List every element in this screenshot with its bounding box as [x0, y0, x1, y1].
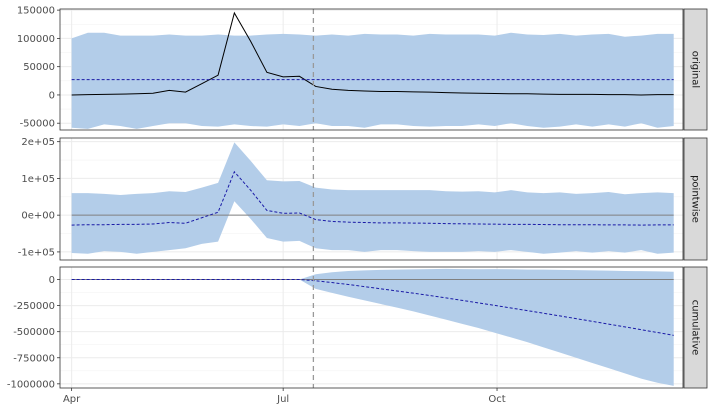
y-tick-label: -500000: [13, 327, 55, 338]
y-tick-label: -1000000: [7, 379, 55, 390]
y-tick-label: 100000: [17, 34, 55, 45]
y-tick-label: -250000: [13, 301, 55, 312]
facet-strip-label: pointwise: [690, 175, 701, 223]
y-tick-label: 0: [49, 90, 55, 101]
y-tick-label: 1e+05: [21, 174, 55, 185]
y-tick-label: -50000: [20, 119, 55, 130]
x-tick-label: Apr: [63, 394, 81, 405]
facet-strip-label: cumulative: [690, 300, 701, 356]
panel-original: -50000 0 50000 100000 150000 original: [17, 6, 708, 131]
panel-pointwise: -1e+05 0e+00 1e+05 2e+05 pointwise: [18, 137, 708, 261]
series-line-effect: [71, 170, 674, 226]
x-tick-label: Jul: [276, 394, 289, 405]
facet-strip: [683, 8, 708, 131]
facet-strip-label: original: [690, 51, 701, 88]
facet-strip: [683, 137, 708, 261]
y-tick-label: 2e+05: [21, 137, 55, 148]
panel-border: [59, 137, 684, 261]
interval-band: [71, 142, 674, 254]
interval-band: [71, 268, 674, 386]
facet-strip: [683, 266, 708, 389]
y-tick-label: 0: [49, 275, 55, 286]
panel-cumulative: -1000000 -750000 -500000 -250000 0 cumulative: [7, 266, 708, 390]
series-line-cumulative_effect: [71, 279, 674, 336]
x-tick-label: Oct: [488, 394, 505, 405]
interval-band: [71, 32, 674, 129]
panel-border: [59, 8, 684, 131]
y-tick-label: 50000: [23, 62, 55, 73]
y-tick-label: -1e+05: [18, 247, 55, 258]
series-line-observed: [71, 11, 674, 96]
panel-border: [59, 266, 684, 389]
y-tick-label: -750000: [13, 353, 55, 364]
y-tick-label: 150000: [17, 6, 55, 17]
y-tick-label: 0e+00: [21, 211, 55, 222]
